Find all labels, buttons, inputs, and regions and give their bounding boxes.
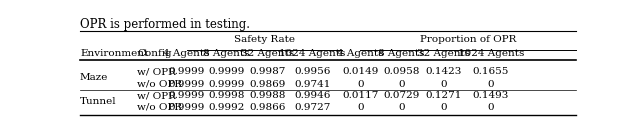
Text: 0: 0: [488, 80, 494, 89]
Text: 0.9869: 0.9869: [250, 80, 285, 89]
Text: OPR is performed in testing.: OPR is performed in testing.: [80, 18, 250, 31]
Text: 0.1423: 0.1423: [426, 67, 461, 76]
Text: 0.0729: 0.0729: [383, 91, 420, 100]
Text: 0.0149: 0.0149: [342, 67, 378, 76]
Text: 0.1655: 0.1655: [472, 67, 509, 76]
Text: 0: 0: [398, 103, 404, 112]
Text: 0.9999: 0.9999: [168, 67, 205, 76]
Text: 0.9999: 0.9999: [208, 67, 244, 76]
Text: Config: Config: [137, 49, 172, 58]
Text: 4 Agents: 4 Agents: [163, 49, 210, 58]
Text: 0.9999: 0.9999: [208, 80, 244, 89]
Text: Proportion of OPR: Proportion of OPR: [420, 35, 516, 44]
Text: Tunnel: Tunnel: [80, 97, 116, 106]
Text: 0: 0: [357, 103, 364, 112]
Text: 8 Agents: 8 Agents: [203, 49, 250, 58]
Text: 0.9999: 0.9999: [168, 91, 205, 100]
Text: 0.9956: 0.9956: [294, 67, 330, 76]
Text: 4 Agents: 4 Agents: [337, 49, 383, 58]
Text: 32 Agents: 32 Agents: [241, 49, 294, 58]
Text: 0: 0: [357, 80, 364, 89]
Text: 0.0117: 0.0117: [342, 91, 378, 100]
Text: w/o OPR: w/o OPR: [137, 80, 182, 89]
Text: w/ OPR: w/ OPR: [137, 67, 176, 76]
Text: 0: 0: [440, 80, 447, 89]
Text: 0.9999: 0.9999: [168, 103, 205, 112]
Text: 0.9988: 0.9988: [250, 91, 285, 100]
Text: 0.9727: 0.9727: [294, 103, 330, 112]
Text: 32 Agents: 32 Agents: [417, 49, 470, 58]
Text: Maze: Maze: [80, 73, 108, 82]
Text: 0.0958: 0.0958: [383, 67, 420, 76]
Text: 0.1271: 0.1271: [426, 91, 461, 100]
Text: Safety Rate: Safety Rate: [234, 35, 295, 44]
Text: 0.9998: 0.9998: [208, 91, 244, 100]
Text: 0.9987: 0.9987: [250, 67, 285, 76]
Text: 0: 0: [440, 103, 447, 112]
Text: 0: 0: [488, 103, 494, 112]
Text: 0.9741: 0.9741: [294, 80, 330, 89]
Text: 1024 Agents: 1024 Agents: [279, 49, 346, 58]
Text: 0: 0: [398, 80, 404, 89]
Text: 0.9946: 0.9946: [294, 91, 330, 100]
Text: w/o OPR: w/o OPR: [137, 103, 182, 112]
Text: 1024 Agents: 1024 Agents: [458, 49, 524, 58]
Text: 0.9999: 0.9999: [168, 80, 205, 89]
Text: 0.1493: 0.1493: [472, 91, 509, 100]
Text: 8 Agents: 8 Agents: [378, 49, 425, 58]
Text: 0.9992: 0.9992: [208, 103, 244, 112]
Text: Environment: Environment: [80, 49, 148, 58]
Text: w/ OPR: w/ OPR: [137, 91, 176, 100]
Text: 0.9866: 0.9866: [250, 103, 285, 112]
